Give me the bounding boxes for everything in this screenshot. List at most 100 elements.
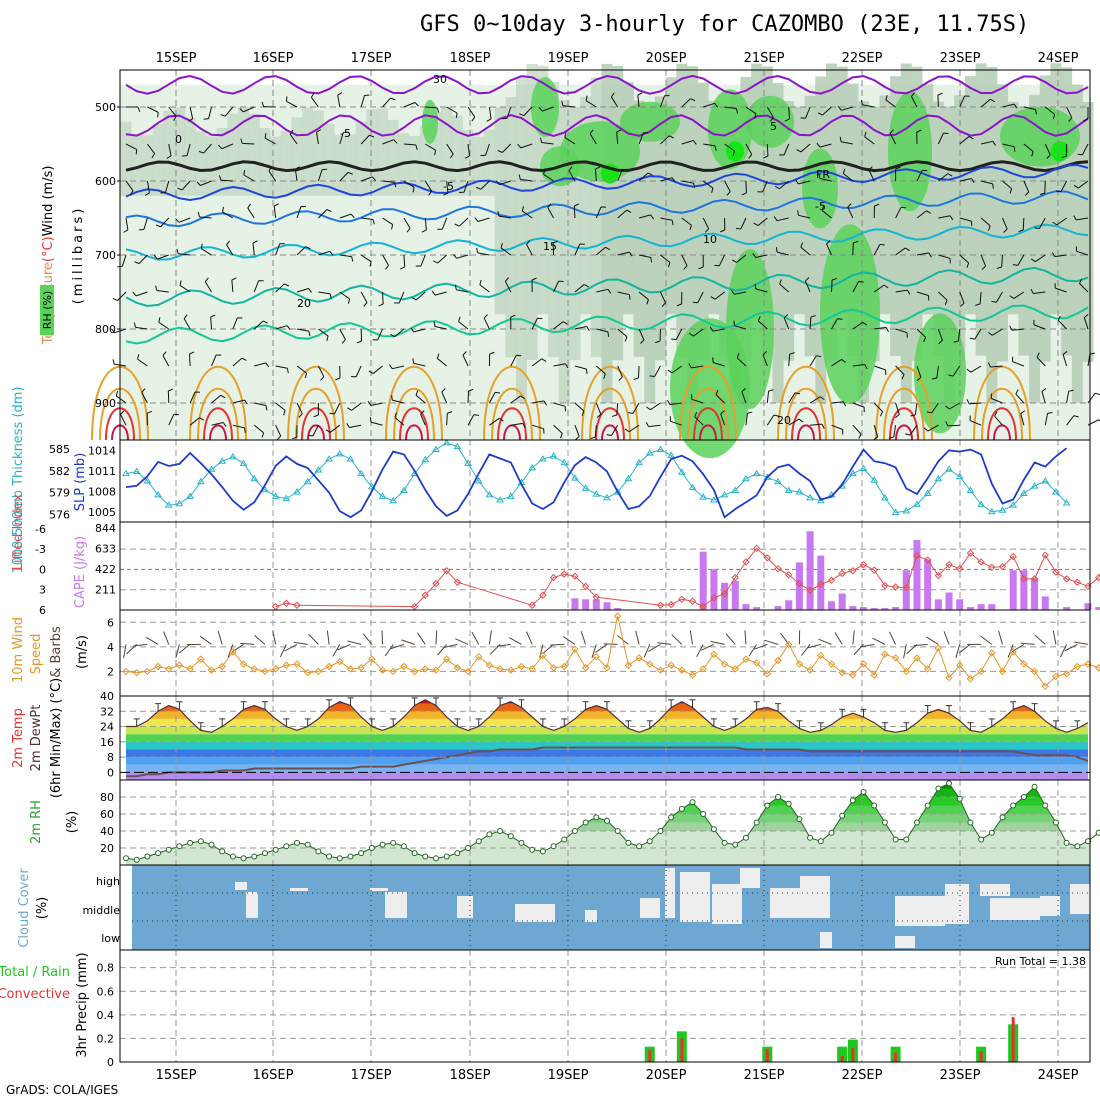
rh2m-series-point: [689, 799, 696, 806]
wind-barb-flag: [497, 150, 503, 153]
temp-ylabel-a: 2m Temp: [11, 708, 26, 768]
rh2m-series-point: [881, 819, 888, 826]
rh-mid-band: [751, 63, 763, 315]
wind-barb-flag: [624, 336, 628, 342]
thickness-series-point: [645, 449, 654, 456]
li-series-point: [966, 549, 975, 557]
wind-barb-flag: [268, 166, 273, 172]
wind-barb: [852, 402, 865, 408]
wind-barb: [296, 402, 303, 415]
li-series-point: [902, 583, 910, 592]
cape-bar: [977, 604, 985, 610]
wind10m-barb: [998, 630, 1003, 645]
rh-mid-band: [633, 100, 645, 357]
li-series-point: [817, 580, 825, 588]
thickness-series-point: [389, 496, 398, 504]
wind-barb-flag: [873, 436, 879, 441]
wind-barb: [831, 424, 843, 430]
wind10m-barb: [889, 631, 897, 645]
rh2m-series-point: [892, 836, 899, 843]
wind-barb: [703, 143, 716, 147]
wind-barb: [318, 328, 329, 337]
wind10m-barb: [326, 630, 330, 645]
wind-barb: [873, 402, 883, 412]
thickness-series-point: [699, 493, 708, 500]
wind10m-series-point: [592, 652, 601, 661]
wind-barb: [523, 106, 533, 116]
wind-barb: [691, 398, 704, 404]
wind-barb: [138, 254, 148, 264]
wind-barb: [318, 291, 331, 295]
rh-mid-band: [302, 107, 314, 196]
wind-barb: [927, 424, 939, 432]
wind10m-series-point: [368, 655, 376, 663]
wind-barb: [776, 251, 789, 256]
rh2m-series-point: [913, 819, 920, 826]
wind-barb-flag: [1035, 109, 1037, 115]
wind-barb: [467, 414, 475, 426]
wind-barb-flag: [350, 213, 355, 219]
thickness-series-point: [335, 449, 344, 457]
contour-label: -5: [815, 200, 826, 213]
wind-barb: [675, 328, 683, 340]
wind-barb-flag: [454, 284, 457, 290]
wind10m-series-point: [923, 665, 932, 673]
wind-barb-flag: [391, 395, 393, 401]
wind-barb: [980, 180, 993, 185]
cape-bar: [849, 606, 857, 610]
wind-barb: [720, 413, 726, 426]
wind10m-barb: [591, 644, 597, 658]
wind-barb-flag: [1030, 258, 1036, 263]
wind-barb-flag: [464, 155, 470, 159]
wind-barb-flag: [329, 250, 334, 256]
rh-mid-band: [622, 82, 634, 315]
wind-barb-flag: [1098, 419, 1100, 422]
wind-barb-flag: [137, 106, 141, 112]
wind-barb-flag: [541, 358, 547, 362]
wind-barb-flag: [637, 92, 643, 96]
wind-barb-flag: [135, 149, 138, 155]
wind10m-barb: [217, 630, 223, 645]
surface-warm-contour: [883, 387, 925, 441]
cape-bar: [913, 540, 921, 610]
wind-barb: [253, 280, 260, 293]
wind-barb-flag: [938, 339, 943, 344]
wind-barb: [485, 143, 490, 156]
wind-barb-flag: [239, 108, 244, 113]
wind10m-series-line: [125, 615, 1100, 687]
rh2m-series-point: [614, 828, 621, 834]
wind-barb-flag: [111, 328, 115, 334]
wind-barb: [1033, 324, 1046, 330]
thickness-series-point: [955, 472, 964, 480]
rh2m-series-point: [828, 829, 835, 836]
wind10m-barb: [347, 640, 362, 645]
wind-barb: [995, 291, 1003, 303]
wind-barb: [712, 362, 725, 367]
wind10m-barb: [231, 643, 244, 653]
wind-barb: [957, 328, 961, 341]
temp-ylabel-a-text: 2m Temp: [11, 708, 26, 768]
wind-barb: [415, 291, 426, 301]
wind-barb-flag: [710, 296, 716, 300]
wind-barb-flag: [586, 326, 590, 331]
wind-barb: [360, 95, 365, 108]
wind-barb: [959, 291, 965, 304]
wind-barb-flag: [320, 376, 325, 381]
wind-barb: [441, 217, 448, 230]
li-ylabel-part: Lifted Index: [11, 493, 26, 570]
rh2m-series-point: [454, 850, 461, 857]
li-series-point: [795, 579, 804, 588]
wind-barb: [1013, 291, 1025, 299]
thickness-series-point: [592, 490, 601, 497]
rh2m-series-point: [176, 843, 183, 850]
wind-barb: [852, 424, 862, 435]
wind10m-barb: [696, 644, 704, 657]
wind-barb-flag: [123, 229, 129, 233]
ua-ylabel-part: Wind (m/s): [41, 166, 56, 237]
precip-convective-bar: [979, 1051, 983, 1062]
wind-ylabel-d-text: (m/s): [75, 635, 90, 669]
rh-legend-label: RH (%): [41, 291, 54, 329]
wind-barb-flag: [584, 284, 589, 288]
surface-warm-contour: [981, 387, 1023, 441]
wind10m-series-point: [357, 664, 365, 672]
